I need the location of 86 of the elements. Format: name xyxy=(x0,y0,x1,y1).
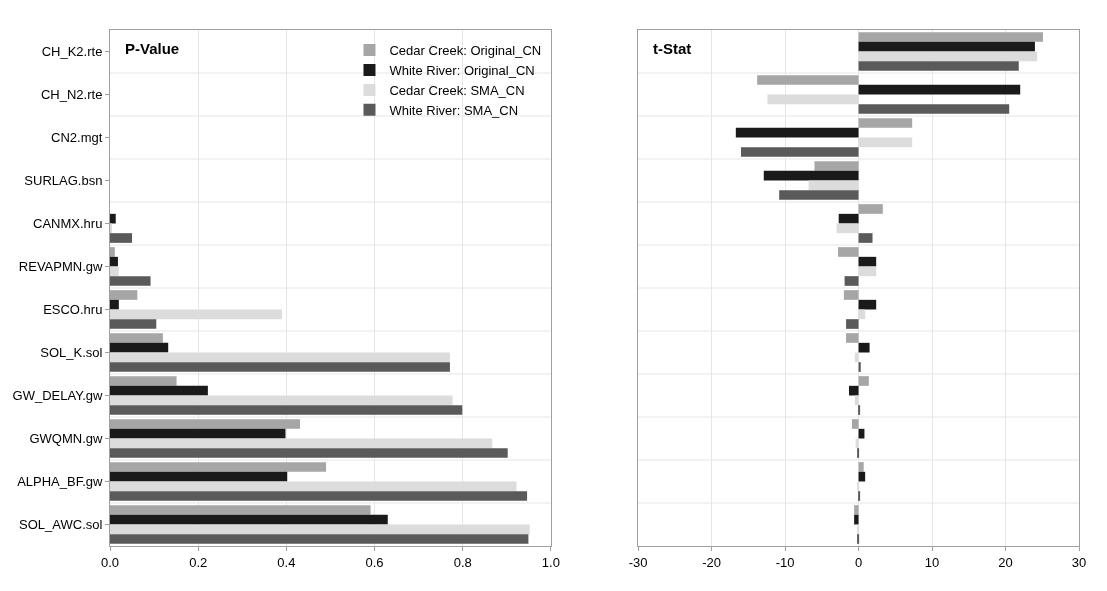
bar xyxy=(843,290,859,300)
bar xyxy=(858,299,877,310)
bar xyxy=(848,385,859,396)
y-tick-label: REVAPMN.gw xyxy=(18,259,103,275)
text: t-Stat xyxy=(653,40,692,57)
bar xyxy=(110,514,388,525)
x-tick-label: 0.2 xyxy=(189,554,208,570)
x-tick-label: 0.4 xyxy=(277,554,296,570)
bar xyxy=(110,448,508,458)
x-tick-label: -30 xyxy=(628,554,648,570)
bar xyxy=(858,256,877,267)
x-tick-label: 30 xyxy=(1071,554,1087,570)
bar xyxy=(846,333,859,343)
x-tick-label: 1.0 xyxy=(541,554,560,570)
bar xyxy=(854,395,859,406)
x-tick-label: 0 xyxy=(854,554,863,570)
bar xyxy=(858,41,1035,52)
legend-label: White River: Original_CN xyxy=(389,63,535,79)
y-tick-label: CANMX.hru xyxy=(33,216,103,232)
bar xyxy=(858,491,861,501)
bar xyxy=(814,161,859,171)
bar xyxy=(110,534,529,544)
legend-label: Cedar Creek: SMA_CN xyxy=(389,82,525,98)
bar xyxy=(110,385,208,396)
bar xyxy=(110,266,119,277)
y-tick-label: CH_K2.rte xyxy=(41,44,103,60)
bar xyxy=(838,213,859,224)
bar xyxy=(858,233,873,243)
bar xyxy=(857,448,860,458)
y-tick-label: GW_DELAY.gw xyxy=(12,388,103,404)
y-tick-label: ESCO.hru xyxy=(43,302,103,318)
legend-label: Cedar Creek: Original_CN xyxy=(389,43,542,59)
bar xyxy=(851,419,859,429)
bar xyxy=(858,104,1010,114)
bar xyxy=(110,362,450,372)
bar xyxy=(110,299,119,310)
y-tick-label: SOL_AWC.sol xyxy=(19,517,103,533)
bar xyxy=(110,342,169,353)
bar xyxy=(110,319,157,329)
bar xyxy=(846,319,859,329)
x-tick-label: 0.6 xyxy=(365,554,384,570)
legend-label: White River: SMA_CN xyxy=(389,102,519,118)
x-tick-label: 0.8 xyxy=(453,554,472,570)
x-tick-label: 20 xyxy=(998,554,1013,570)
bar xyxy=(858,84,1021,95)
bar xyxy=(858,342,870,353)
bar xyxy=(110,233,133,243)
bar xyxy=(858,405,861,415)
text: P-Value xyxy=(125,40,180,57)
bar xyxy=(110,491,528,501)
bar xyxy=(854,505,859,515)
bar xyxy=(779,190,859,200)
bar xyxy=(858,362,861,372)
y-tick-label: GWQMN.gw xyxy=(29,431,103,447)
bar xyxy=(857,524,860,535)
bar xyxy=(854,514,859,525)
bar xyxy=(808,180,859,191)
bar xyxy=(858,376,869,386)
x-tick-label: 10 xyxy=(924,554,940,570)
bar xyxy=(110,256,118,267)
bar xyxy=(858,471,866,482)
y-tick-label: SOL_K.sol xyxy=(40,345,103,361)
bar xyxy=(110,276,151,286)
bar xyxy=(735,127,859,138)
y-tick-label: SURLAG.bsn xyxy=(24,173,103,189)
bar xyxy=(110,428,286,439)
bar xyxy=(110,405,463,415)
bar xyxy=(844,276,859,286)
bar xyxy=(110,213,116,224)
x-tick-label: -20 xyxy=(702,554,721,570)
x-tick-label: 0.0 xyxy=(100,554,120,570)
bar xyxy=(757,75,859,85)
y-tick-label: ALPHA_BF.gw xyxy=(17,474,104,490)
bar xyxy=(858,118,913,128)
bar xyxy=(858,204,883,214)
bar xyxy=(858,61,1019,71)
y-tick-label: CH_N2.rte xyxy=(40,87,103,103)
bar xyxy=(763,170,859,181)
bar xyxy=(110,471,288,482)
bar xyxy=(837,247,859,257)
bar xyxy=(857,534,860,544)
y-tick-label: CN2.mgt xyxy=(51,130,103,146)
x-tick-label: -10 xyxy=(775,554,795,570)
bar xyxy=(858,32,1043,42)
bar xyxy=(858,462,864,472)
bar xyxy=(740,147,859,157)
